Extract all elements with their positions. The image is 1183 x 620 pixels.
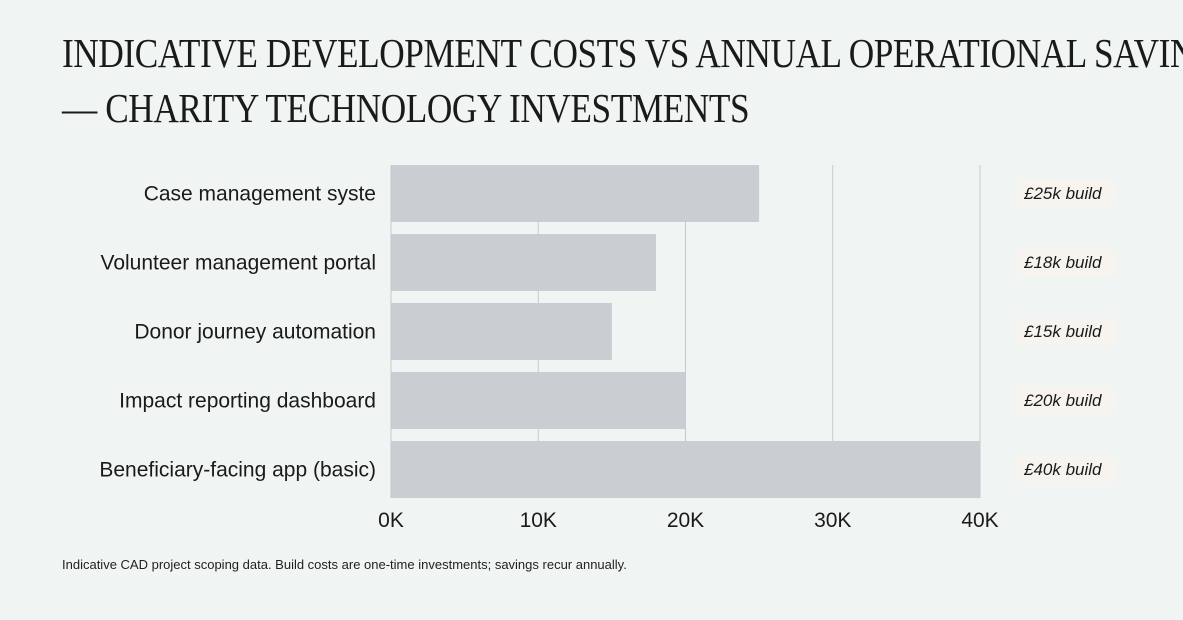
- data-label: £18k build: [1023, 253, 1102, 272]
- bar: [391, 303, 612, 360]
- category-label: Case management syste: [144, 183, 376, 206]
- data-label-background: [1017, 180, 1115, 207]
- bar: [391, 165, 760, 222]
- x-tick-label: 20K: [667, 509, 704, 532]
- bar: [391, 441, 980, 498]
- x-tick-label: 30K: [814, 509, 851, 532]
- category-label: Volunteer management portal: [100, 252, 376, 275]
- data-label-background: [1017, 249, 1115, 276]
- data-label-background: [1017, 318, 1115, 345]
- category-label: Beneficiary-facing app (basic): [99, 459, 376, 482]
- bar: [391, 234, 657, 291]
- x-tick-label: 10K: [520, 509, 557, 532]
- data-label: £15k build: [1023, 322, 1102, 341]
- footnote: Indicative CAD project scoping data. Bui…: [62, 557, 627, 572]
- data-label-background: [1017, 456, 1115, 483]
- chart-title-line-2: — CHARITY TECHNOLOGY INVESTMENTS: [62, 85, 750, 131]
- data-label-background: [1017, 387, 1115, 414]
- bar: [391, 372, 686, 429]
- category-label: Impact reporting dashboard: [119, 390, 376, 413]
- x-tick-label: 40K: [961, 509, 998, 532]
- data-label: £25k build: [1023, 184, 1102, 203]
- data-label: £40k build: [1023, 460, 1102, 479]
- data-label: £20k build: [1023, 391, 1102, 410]
- category-label: Donor journey automation: [134, 321, 376, 344]
- x-tick-label: 0K: [378, 509, 404, 532]
